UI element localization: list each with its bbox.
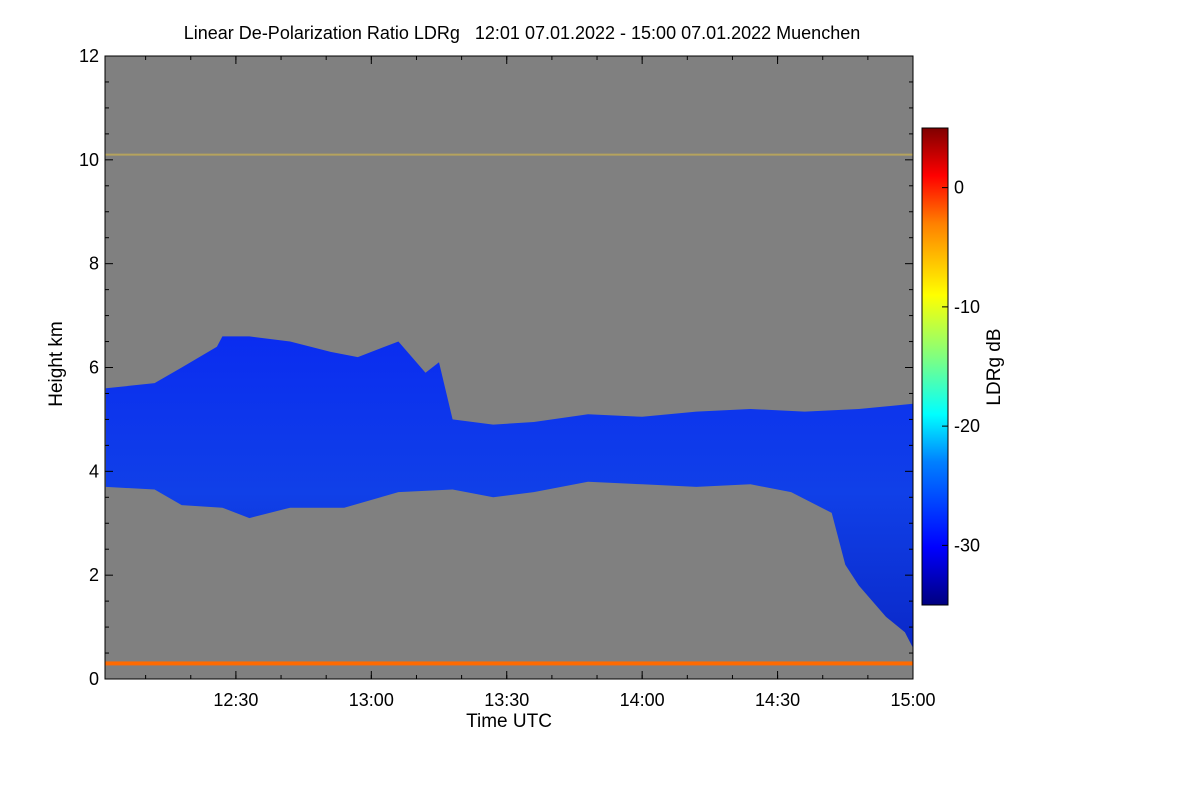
colorbar-tick-label: -20 [954, 416, 980, 436]
x-tick-label: 13:00 [349, 690, 394, 710]
ground-clutter-layer [105, 661, 913, 666]
y-tick-label: 10 [79, 150, 99, 170]
colorbar-label: LDRg dB [984, 328, 1005, 405]
y-tick-label: 2 [89, 565, 99, 585]
x-tick-label: 13:30 [484, 690, 529, 710]
y-tick-label: 8 [89, 254, 99, 274]
y-tick-label: 12 [79, 46, 99, 66]
colorbar [921, 127, 949, 606]
y-tick-label: 0 [89, 669, 99, 689]
sparse-high-layer [105, 153, 913, 156]
x-tick-label: 15:00 [890, 690, 935, 710]
y-tick-label: 6 [89, 358, 99, 378]
cloud-layer [105, 336, 913, 648]
x-tick-label: 12:30 [213, 690, 258, 710]
x-tick-label: 14:30 [755, 690, 800, 710]
y-axis-label: Height km [46, 321, 67, 407]
x-tick-label: 14:00 [620, 690, 665, 710]
colorbar-tick-label: 0 [954, 178, 964, 198]
y-tick-label: 4 [89, 461, 99, 481]
colorbar-tick-label: -10 [954, 297, 980, 317]
chart-title: Linear De-Polarization Ratio LDRg 12:01 … [184, 23, 860, 43]
x-axis-label: Time UTC [466, 711, 552, 732]
colorbar-tick-label: -30 [954, 535, 980, 555]
